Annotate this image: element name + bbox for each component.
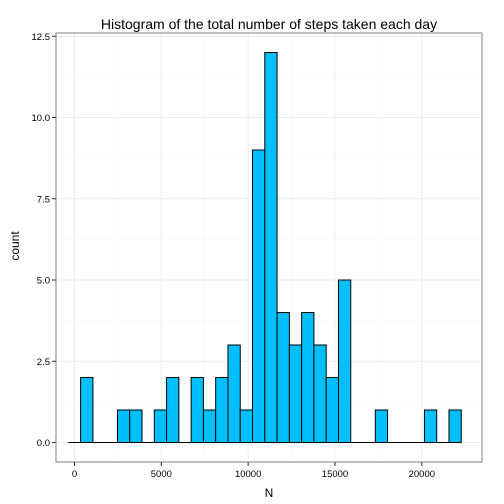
histogram-bar — [153, 409, 168, 443]
histogram-bars — [80, 52, 462, 443]
histogram-bar — [252, 149, 266, 443]
histogram-bar — [190, 377, 204, 443]
histogram-bar — [116, 409, 131, 443]
x-tick-label: 10000 — [235, 469, 261, 480]
y-tick-label: 5.0 — [37, 276, 50, 287]
histogram-bar — [215, 377, 229, 443]
histogram-bar — [166, 377, 180, 443]
y-tick-label: 12.5 — [32, 32, 51, 43]
histogram-bar — [337, 279, 352, 443]
histogram-bar — [239, 409, 254, 443]
histogram-bar — [301, 312, 315, 443]
histogram-bar — [129, 409, 143, 443]
histogram-bar — [276, 312, 290, 443]
y-tick-label: 7.5 — [37, 194, 50, 205]
histogram-bar — [80, 377, 94, 443]
histogram-bar — [374, 409, 389, 443]
chart-title: Histogram of the total number of steps t… — [101, 16, 437, 32]
histogram-bar — [448, 409, 462, 443]
histogram-bar — [288, 344, 303, 443]
x-axis-label: N — [265, 486, 274, 500]
y-tick-label: 0.0 — [37, 438, 50, 449]
x-tick-label: 20000 — [409, 469, 435, 480]
histogram-bar — [227, 344, 241, 443]
x-tick-label: 15000 — [322, 469, 348, 480]
plot-panel-border — [55, 32, 483, 463]
y-axis-ticks: 0.0 2.5 5.0 7.5 10.0 12.5 — [32, 32, 56, 449]
x-axis-ticks: 0 5000 10000 15000 20000 — [72, 462, 435, 480]
y-tick-label: 2.5 — [37, 357, 50, 368]
histogram-bar — [423, 409, 438, 443]
histogram-bar — [313, 344, 327, 443]
y-tick-label: 10.0 — [32, 113, 51, 124]
x-tick-label: 5000 — [151, 469, 172, 480]
x-tick-label: 0 — [72, 469, 77, 480]
histogram-bar — [325, 377, 339, 443]
histogram-bar — [202, 409, 217, 443]
histogram-bar — [264, 52, 278, 443]
y-axis-label: count — [8, 231, 22, 261]
